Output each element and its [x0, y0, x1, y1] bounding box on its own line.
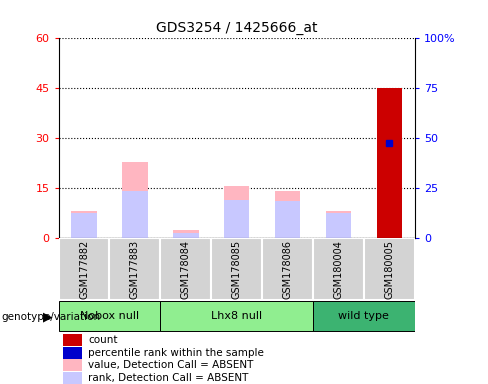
Bar	[211, 238, 262, 300]
Bar	[63, 359, 81, 371]
Text: GSM180005: GSM180005	[385, 240, 394, 299]
Text: rank, Detection Call = ABSENT: rank, Detection Call = ABSENT	[88, 373, 248, 383]
Bar	[161, 301, 313, 331]
Text: wild type: wild type	[339, 311, 389, 321]
Bar	[224, 200, 249, 238]
Bar	[63, 334, 81, 346]
Text: count: count	[88, 335, 118, 345]
Bar	[71, 213, 97, 238]
Bar	[313, 301, 415, 331]
Bar	[173, 230, 199, 238]
Text: GSM177883: GSM177883	[130, 240, 140, 299]
Bar	[71, 212, 97, 238]
Text: GSM180004: GSM180004	[333, 240, 344, 299]
Bar	[377, 88, 402, 238]
Bar	[364, 238, 415, 300]
Text: GSM178086: GSM178086	[283, 240, 293, 299]
Bar	[326, 213, 351, 238]
Bar	[63, 347, 81, 359]
Bar	[122, 162, 148, 238]
Text: Nobox null: Nobox null	[80, 311, 139, 321]
Text: genotype/variation: genotype/variation	[1, 312, 100, 322]
Title: GDS3254 / 1425666_at: GDS3254 / 1425666_at	[156, 21, 317, 35]
Bar	[63, 372, 81, 384]
Bar	[224, 187, 249, 238]
Bar	[313, 238, 364, 300]
Text: ▶: ▶	[43, 310, 53, 323]
Text: GSM177882: GSM177882	[79, 240, 89, 299]
Text: GSM178084: GSM178084	[181, 240, 191, 299]
Bar	[275, 192, 300, 238]
Bar	[122, 192, 148, 238]
Bar	[377, 88, 402, 238]
Bar	[109, 238, 161, 300]
Text: Lhx8 null: Lhx8 null	[211, 311, 262, 321]
Bar	[161, 238, 211, 300]
Text: value, Detection Call = ABSENT: value, Detection Call = ABSENT	[88, 360, 253, 370]
Bar	[262, 238, 313, 300]
Text: GSM178085: GSM178085	[232, 240, 242, 299]
Text: percentile rank within the sample: percentile rank within the sample	[88, 348, 264, 358]
Bar	[377, 143, 402, 238]
Bar	[326, 212, 351, 238]
Bar	[59, 238, 109, 300]
Bar	[173, 233, 199, 238]
Bar	[275, 202, 300, 238]
Bar	[59, 301, 161, 331]
